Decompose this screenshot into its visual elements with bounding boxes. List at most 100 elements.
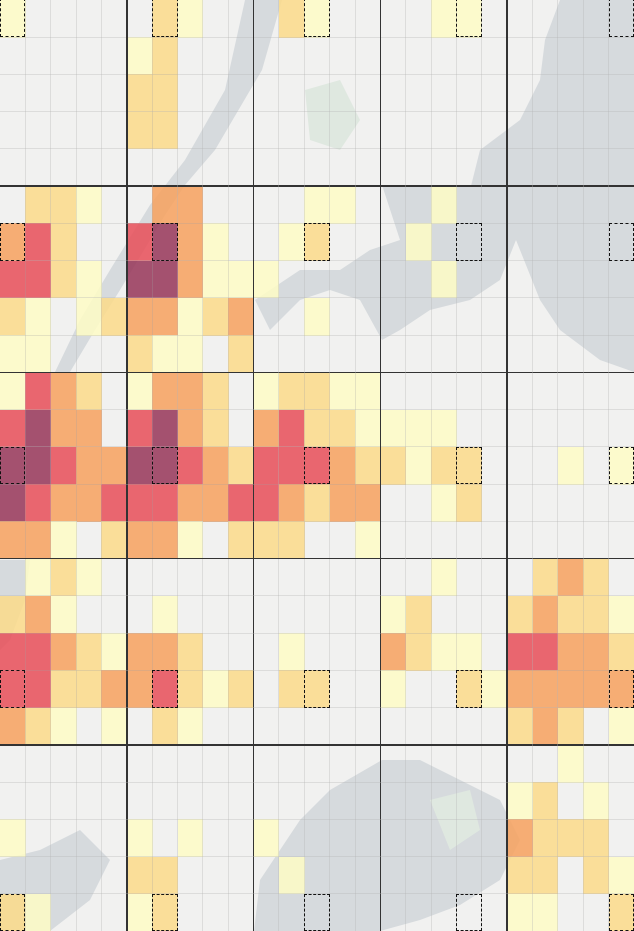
- heat-cell-level-1: [304, 186, 331, 224]
- heat-cell-level-3: [557, 670, 584, 709]
- heat-cell-level-1: [608, 707, 634, 746]
- heat-cell-level-3: [126, 297, 153, 336]
- highlighted-cell[interactable]: [152, 893, 178, 931]
- cell-gridline: [430, 0, 432, 931]
- heat-cell-level-2: [355, 446, 381, 485]
- highlighted-cell[interactable]: [456, 893, 482, 931]
- heat-cell-level-4: [25, 670, 52, 709]
- heat-cell-level-1: [0, 819, 26, 857]
- heat-cell-level-5: [152, 223, 179, 262]
- highlighted-cell[interactable]: [0, 670, 26, 708]
- heat-cell-level-3: [532, 595, 559, 634]
- heat-cell-level-3: [25, 521, 52, 560]
- block-gridline: [506, 0, 508, 931]
- heat-cell-level-3: [76, 409, 102, 448]
- heat-cell-level-2: [532, 782, 559, 820]
- heat-cell-level-3: [25, 595, 52, 634]
- highlighted-cell[interactable]: [152, 0, 178, 38]
- heat-cell-level-3: [152, 633, 179, 671]
- highlighted-cell[interactable]: [152, 670, 178, 708]
- heat-cell-level-2: [431, 446, 457, 485]
- heat-cell-level-5: [152, 409, 179, 448]
- highlighted-cell[interactable]: [304, 0, 330, 38]
- highlighted-cell[interactable]: [608, 0, 634, 38]
- highlighted-cell[interactable]: [0, 223, 26, 261]
- highlighted-cell[interactable]: [608, 670, 634, 708]
- heat-cell-level-2: [152, 111, 179, 150]
- heat-cell-level-2: [177, 670, 204, 709]
- heat-cell-level-5: [0, 484, 26, 522]
- heat-cell-level-4: [253, 446, 280, 485]
- highlighted-cell[interactable]: [608, 446, 634, 485]
- highlighted-cell[interactable]: [304, 893, 330, 931]
- heat-cell-level-3: [76, 446, 102, 485]
- heat-cell-level-4: [101, 484, 128, 522]
- heat-cell-level-1: [177, 0, 204, 38]
- heat-cell-level-4: [304, 446, 331, 485]
- highlighted-cell[interactable]: [456, 670, 482, 708]
- heat-cell-level-1: [405, 409, 432, 448]
- highlighted-cell[interactable]: [456, 223, 482, 261]
- heat-cell-level-3: [126, 670, 153, 709]
- cell-gridline: [0, 111, 634, 113]
- heat-cell-level-3: [152, 186, 179, 224]
- highlighted-cell[interactable]: [608, 223, 634, 261]
- heat-cell-level-2: [583, 856, 610, 895]
- heat-cell-level-4: [25, 484, 52, 522]
- heat-cell-level-3: [101, 670, 128, 709]
- heat-cell-level-3: [126, 633, 153, 671]
- highlighted-cell[interactable]: [0, 893, 26, 931]
- heat-cell-level-2: [228, 521, 255, 560]
- cell-gridline: [481, 0, 483, 931]
- highlighted-cell[interactable]: [304, 670, 330, 708]
- heat-cell-level-3: [126, 521, 153, 560]
- heat-cell-level-2: [126, 335, 153, 373]
- highlighted-cell[interactable]: [304, 223, 330, 261]
- heat-cell-level-1: [253, 260, 280, 299]
- cell-gridline: [557, 0, 559, 931]
- heat-cell-level-1: [25, 558, 52, 597]
- heat-cell-level-3: [532, 670, 559, 709]
- heat-cell-level-4: [126, 484, 153, 522]
- block-gridline: [0, 371, 634, 374]
- heat-cell-level-1: [76, 186, 102, 224]
- highlighted-cell[interactable]: [152, 223, 178, 261]
- highlighted-cell[interactable]: [456, 446, 482, 485]
- heat-cell-level-1: [380, 670, 407, 709]
- highlighted-cell[interactable]: [608, 893, 634, 931]
- highlighted-cell[interactable]: [456, 0, 482, 38]
- heat-cell-level-3: [0, 707, 26, 746]
- cell-gridline: [354, 0, 356, 931]
- heat-cell-level-5: [0, 446, 26, 485]
- heat-cell-level-3: [177, 372, 204, 411]
- heat-cell-level-4: [0, 670, 26, 709]
- heat-cell-level-5: [152, 260, 179, 299]
- cell-gridline: [0, 781, 634, 783]
- cell-gridline: [278, 0, 280, 931]
- block-gridline: [252, 0, 255, 931]
- heat-cell-level-4: [177, 446, 204, 485]
- heat-cell-level-3: [50, 633, 77, 671]
- heat-cell-level-3: [608, 670, 634, 709]
- heat-cell-level-3: [202, 484, 229, 522]
- parks: [305, 80, 480, 850]
- cell-gridline: [0, 483, 634, 485]
- heat-cell-level-1: [405, 446, 432, 485]
- heat-cell-level-1: [583, 782, 610, 820]
- heat-cell-level-1: [202, 223, 229, 262]
- heat-cell-level-2: [380, 446, 407, 485]
- highlighted-cell[interactable]: [0, 0, 26, 38]
- heat-cell-level-1: [355, 521, 381, 560]
- heat-cell-level-3: [177, 223, 204, 262]
- heat-cell-level-5: [25, 409, 52, 448]
- heat-cell-level-2: [253, 521, 280, 560]
- highlighted-cell[interactable]: [304, 446, 330, 485]
- heat-cell-level-1: [177, 521, 204, 560]
- highlighted-cell[interactable]: [0, 446, 26, 485]
- cell-gridline: [177, 0, 179, 931]
- cell-gridline: [0, 260, 634, 262]
- highlighted-cell[interactable]: [152, 446, 178, 485]
